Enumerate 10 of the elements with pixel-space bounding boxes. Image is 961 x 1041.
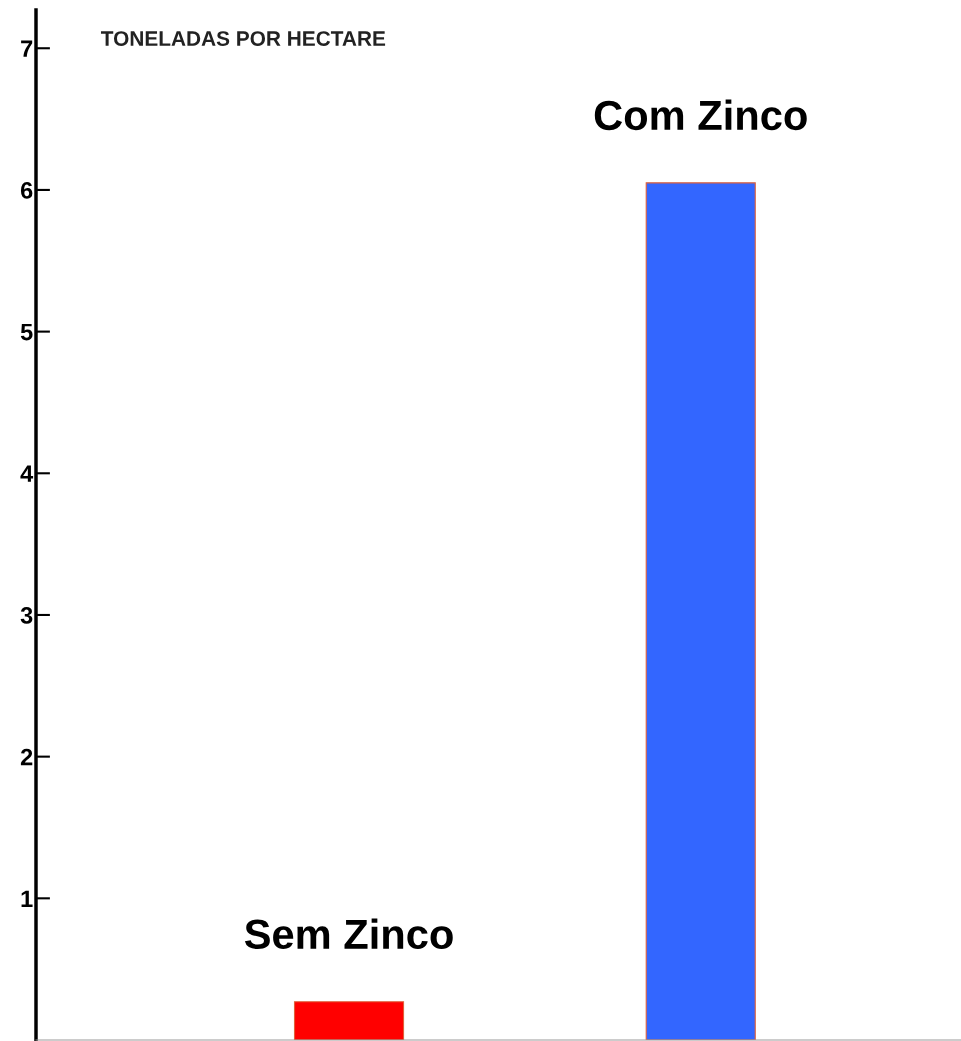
x-tick-label: Sem Zinco — [244, 918, 453, 950]
y-tick-label: 6 — [20, 182, 33, 199]
y-tick-label: 7 — [21, 40, 33, 57]
x-tick-label: Com Zinco — [594, 99, 807, 131]
y-axis-title: TONELADAS POR HECTARE — [100, 31, 386, 46]
y-tick-label: 1 — [21, 890, 33, 907]
y-tick-label: 5 — [20, 323, 33, 341]
y-tick-label: 2 — [20, 748, 33, 766]
y-tick-label: 4 — [20, 465, 34, 482]
y-tick-label: 3 — [20, 607, 33, 624]
